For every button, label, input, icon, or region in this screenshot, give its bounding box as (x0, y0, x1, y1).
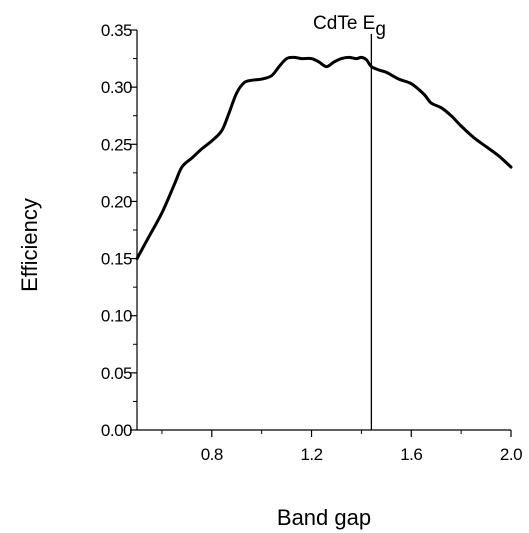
y-tick-label: 0.35 (101, 21, 132, 40)
series-line (135, 55, 513, 261)
cdte-eg-subscript: g (375, 19, 386, 40)
axes (136, 30, 511, 431)
y-tick-label: 0.10 (101, 307, 132, 326)
x-tick-label: 1.6 (400, 445, 422, 464)
y-tick-label: 0.00 (101, 421, 132, 440)
y-tick-label: 0.15 (101, 250, 132, 269)
y-tick-label: 0.30 (101, 78, 132, 97)
y-tick-label: 0.25 (101, 135, 132, 154)
cdte-eg-label: CdTe E (313, 13, 375, 34)
x-tick-label: 2.0 (500, 445, 522, 464)
y-tick-label: 0.05 (101, 364, 132, 383)
x-tick-label: 0.8 (201, 445, 223, 464)
x-tick-label: 1.2 (300, 445, 322, 464)
tick-labels: 0.00 0.05 0.10 0.15 0.20 0.25 0.30 0.35 0.8 1.2 1.… (101, 21, 523, 464)
y-tick-label: 0.20 (101, 192, 132, 211)
series (135, 55, 513, 261)
x-axis-title: Band gap (277, 505, 371, 530)
y-axis-title: Efficiency (17, 198, 42, 292)
ticks (130, 29, 512, 437)
